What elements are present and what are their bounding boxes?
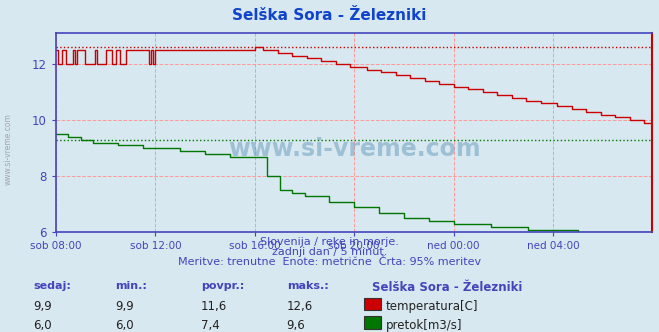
Text: Selška Sora - Železniki: Selška Sora - Železniki — [372, 281, 523, 293]
Text: min.:: min.: — [115, 281, 147, 290]
Text: Meritve: trenutne  Enote: metrične  Črta: 95% meritev: Meritve: trenutne Enote: metrične Črta: … — [178, 257, 481, 267]
Text: zadnji dan / 5 minut.: zadnji dan / 5 minut. — [272, 247, 387, 257]
Text: povpr.:: povpr.: — [201, 281, 244, 290]
Text: 12,6: 12,6 — [287, 300, 313, 313]
Text: 9,9: 9,9 — [115, 300, 134, 313]
Text: Slovenija / reke in morje.: Slovenija / reke in morje. — [260, 237, 399, 247]
Text: 11,6: 11,6 — [201, 300, 227, 313]
Text: www.si-vreme.com: www.si-vreme.com — [3, 114, 13, 185]
Text: 6,0: 6,0 — [33, 319, 51, 332]
Text: 7,4: 7,4 — [201, 319, 219, 332]
Text: temperatura[C]: temperatura[C] — [386, 300, 478, 313]
Text: www.si-vreme.com: www.si-vreme.com — [228, 137, 480, 161]
Text: 6,0: 6,0 — [115, 319, 134, 332]
Text: 9,9: 9,9 — [33, 300, 51, 313]
Text: pretok[m3/s]: pretok[m3/s] — [386, 319, 462, 332]
Text: 9,6: 9,6 — [287, 319, 305, 332]
Text: sedaj:: sedaj: — [33, 281, 71, 290]
Text: maks.:: maks.: — [287, 281, 328, 290]
Text: Selška Sora - Železniki: Selška Sora - Železniki — [233, 8, 426, 23]
